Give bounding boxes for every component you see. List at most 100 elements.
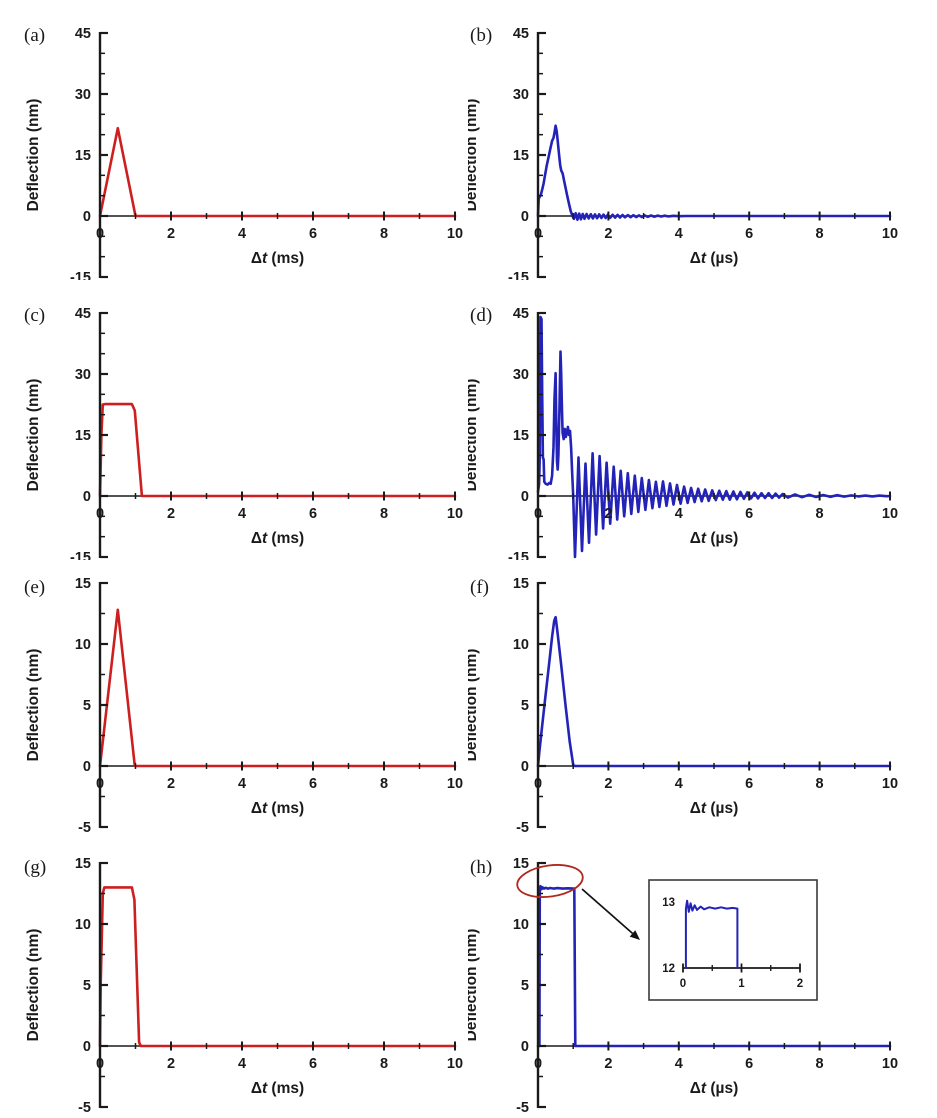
svg-text:0: 0 — [96, 776, 104, 792]
svg-text:10: 10 — [882, 506, 898, 522]
svg-text:0: 0 — [83, 1039, 91, 1055]
svg-text:0: 0 — [521, 209, 529, 225]
svg-text:15: 15 — [75, 428, 91, 444]
svg-text:Deflection (nm): Deflection (nm) — [25, 929, 42, 1042]
svg-text:Deflection (nm): Deflection (nm) — [468, 649, 480, 762]
svg-text:Δt (µs): Δt (µs) — [690, 250, 739, 267]
svg-text:10: 10 — [882, 776, 898, 792]
svg-text:2: 2 — [167, 226, 175, 242]
svg-text:45: 45 — [75, 26, 91, 42]
svg-text:15: 15 — [513, 576, 529, 592]
svg-text:Deflection (nm): Deflection (nm) — [25, 379, 42, 492]
panel-f-chart: 0 2 4 6 8 10 15 10 5 0 -5 Δt (µs) Deflection (nm) (f) — [468, 576, 898, 836]
svg-text:Δt (ms): Δt (ms) — [251, 800, 304, 817]
svg-text:1: 1 — [738, 978, 745, 990]
svg-text:0: 0 — [521, 759, 529, 775]
svg-text:(b): (b) — [470, 25, 492, 46]
panel-a: 0 2 4 6 8 10 45 30 15 0 -15 Δt (ms) Deflection (nm) (… — [0, 0, 468, 280]
svg-text:30: 30 — [513, 367, 529, 383]
svg-text:0: 0 — [534, 226, 542, 242]
svg-text:Deflection (nm): Deflection (nm) — [468, 379, 480, 492]
svg-text:Δt (ms): Δt (ms) — [251, 250, 304, 267]
svg-text:Δt (µs): Δt (µs) — [690, 530, 739, 547]
panel-g-chart: 0 2 4 6 8 10 15 10 5 0 -5 Δt (ms) Deflection (nm) (g) — [24, 856, 463, 1116]
svg-text:10: 10 — [513, 917, 529, 933]
panel-h: 0 2 4 6 8 10 15 10 5 0 -5 Δt (µs) Deflection (nm) (h)… — [468, 840, 937, 1118]
svg-text:4: 4 — [238, 1056, 246, 1072]
svg-text:Deflection (nm): Deflection (nm) — [25, 649, 42, 762]
svg-text:45: 45 — [513, 306, 529, 322]
svg-text:0: 0 — [96, 226, 104, 242]
svg-text:15: 15 — [75, 856, 91, 872]
svg-text:-5: -5 — [516, 820, 529, 836]
svg-text:15: 15 — [513, 148, 529, 164]
svg-text:(h): (h) — [470, 857, 492, 878]
svg-text:6: 6 — [745, 1056, 753, 1072]
svg-text:0: 0 — [83, 489, 91, 505]
svg-text:10: 10 — [447, 226, 463, 242]
svg-text:4: 4 — [675, 226, 683, 242]
svg-text:30: 30 — [513, 87, 529, 103]
svg-text:-15: -15 — [508, 550, 529, 560]
svg-text:8: 8 — [816, 776, 824, 792]
svg-text:15: 15 — [75, 576, 91, 592]
svg-text:(d): (d) — [470, 305, 492, 326]
svg-text:10: 10 — [447, 1056, 463, 1072]
svg-text:Deflection (nm): Deflection (nm) — [468, 929, 480, 1042]
svg-text:5: 5 — [83, 698, 91, 714]
svg-text:2: 2 — [797, 978, 803, 990]
svg-text:15: 15 — [513, 428, 529, 444]
svg-text:12: 12 — [662, 963, 675, 975]
svg-text:4: 4 — [238, 776, 246, 792]
svg-text:0: 0 — [534, 776, 542, 792]
svg-text:8: 8 — [380, 1056, 388, 1072]
svg-text:10: 10 — [447, 506, 463, 522]
svg-text:-15: -15 — [508, 270, 529, 280]
svg-text:-5: -5 — [516, 1100, 529, 1116]
svg-text:0: 0 — [83, 759, 91, 775]
svg-text:45: 45 — [75, 306, 91, 322]
panel-b-chart: 0 2 4 6 8 10 45 30 15 0 -15 Δt (µs) Deflection (nm) (… — [468, 25, 898, 280]
svg-text:-15: -15 — [70, 550, 91, 560]
svg-text:15: 15 — [75, 148, 91, 164]
panel-c: 0 2 4 6 8 10 45 30 15 0 -15 Δt (ms) Deflection (nm) (… — [0, 280, 468, 560]
svg-text:10: 10 — [882, 226, 898, 242]
svg-text:Δt (ms): Δt (ms) — [251, 1080, 304, 1097]
panel-c-chart: 0 2 4 6 8 10 45 30 15 0 -15 Δt (ms) Deflection (nm) (… — [24, 305, 463, 560]
svg-text:-5: -5 — [78, 820, 91, 836]
svg-text:6: 6 — [745, 226, 753, 242]
svg-text:6: 6 — [309, 776, 317, 792]
svg-text:Δt (µs): Δt (µs) — [690, 800, 739, 817]
svg-text:4: 4 — [675, 1056, 683, 1072]
svg-text:8: 8 — [816, 226, 824, 242]
svg-text:6: 6 — [309, 506, 317, 522]
svg-text:6: 6 — [745, 506, 753, 522]
svg-text:10: 10 — [75, 637, 91, 653]
svg-text:(a): (a) — [24, 25, 45, 46]
svg-text:2: 2 — [604, 1056, 612, 1072]
panel-d-chart: 0 2 4 6 8 10 45 30 15 0 -15 Δt (µs) Deflection (nm) (… — [468, 305, 898, 560]
svg-text:4: 4 — [675, 776, 683, 792]
svg-text:(c): (c) — [24, 305, 45, 326]
svg-text:0: 0 — [534, 1056, 542, 1072]
svg-text:4: 4 — [675, 506, 683, 522]
svg-text:Δt (ms): Δt (ms) — [251, 530, 304, 547]
svg-text:2: 2 — [604, 506, 612, 522]
svg-text:0: 0 — [534, 506, 542, 522]
svg-text:(f): (f) — [470, 577, 489, 598]
panel-f: 0 2 4 6 8 10 15 10 5 0 -5 Δt (µs) Deflection (nm) (f) — [468, 560, 937, 840]
svg-text:-15: -15 — [70, 270, 91, 280]
svg-text:4: 4 — [238, 506, 246, 522]
svg-text:0: 0 — [521, 1039, 529, 1055]
svg-text:2: 2 — [167, 1056, 175, 1072]
svg-text:6: 6 — [309, 226, 317, 242]
svg-text:10: 10 — [513, 637, 529, 653]
svg-text:0: 0 — [96, 1056, 104, 1072]
svg-text:5: 5 — [521, 978, 529, 994]
svg-text:30: 30 — [75, 87, 91, 103]
panel-a-chart: 0 2 4 6 8 10 45 30 15 0 -15 Δt (ms) Deflection (nm) (… — [24, 25, 463, 280]
svg-text:8: 8 — [380, 226, 388, 242]
svg-text:6: 6 — [745, 776, 753, 792]
svg-text:2: 2 — [167, 776, 175, 792]
